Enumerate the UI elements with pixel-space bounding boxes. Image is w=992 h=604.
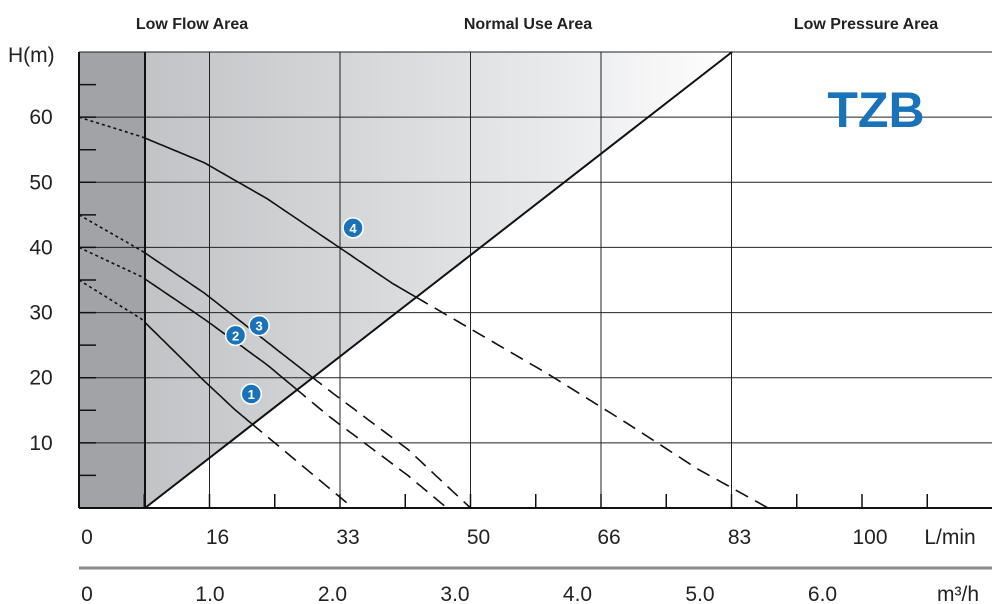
x-axis-primary: 0 16 33 50 66 83 100 L/min [81, 526, 976, 549]
curve-marker-label: 1 [248, 387, 255, 402]
gridlines [79, 51, 992, 508]
curve-1-low-pressure [250, 422, 354, 509]
x-primary-tick-label: 33 [336, 526, 359, 549]
curve-3 [144, 252, 312, 377]
x-primary-tick-label: 66 [597, 526, 620, 549]
curve-3-low-pressure [310, 375, 472, 509]
x-primary-tick-label: 83 [728, 526, 751, 549]
y-tick-label: 50 [29, 171, 52, 194]
y-tick-label: 20 [29, 367, 52, 390]
x-primary-tick-label: 100 [852, 526, 887, 549]
performance-curves [78, 116, 769, 509]
x-primary-tick-label: 16 [206, 526, 229, 549]
x-primary-tick-label: 0 [81, 526, 93, 549]
y-tick-label: 10 [29, 432, 52, 455]
curve-marker-label: 3 [255, 319, 262, 334]
curve-1-extrapolated [78, 279, 146, 323]
curve-marker-label: 4 [349, 221, 357, 236]
curve-3-extrapolated [78, 214, 146, 254]
y-tick-label: 60 [29, 106, 52, 129]
curve-marker-label: 2 [232, 328, 239, 343]
x-secondary-tick-label: 1.0 [195, 583, 224, 604]
x-secondary-tick-label: 6.0 [808, 583, 837, 604]
curve-2 [144, 278, 296, 389]
region-label-low-pressure: Low Pressure Area [794, 16, 938, 33]
x-secondary-unit-label: m³/h [937, 583, 979, 604]
curve-1 [144, 321, 252, 424]
low-pressure-boundary [144, 51, 733, 509]
x-primary-tick-label: 50 [467, 526, 490, 549]
x-axis-secondary: 0 1.0 2.0 3.0 4.0 5.0 6.0 m³/h [81, 583, 979, 604]
curve-marker-4 [342, 217, 364, 239]
curve-markers: 1 2 3 4 [224, 217, 364, 405]
x-secondary-tick-label: 3.0 [440, 583, 469, 604]
y-tick-label: 30 [29, 302, 52, 325]
x-secondary-tick-label: 4.0 [563, 583, 592, 604]
x-axis-ticks [143, 494, 928, 508]
region-label-low-flow: Low Flow Area [136, 16, 248, 33]
curve-marker-3 [248, 314, 270, 337]
curve-2-extrapolated [78, 246, 146, 280]
x-secondary-tick-label: 0 [81, 583, 93, 604]
y-axis-label: H(m) [8, 44, 55, 67]
curve-4-low-pressure [415, 296, 769, 509]
x-secondary-tick-label: 2.0 [318, 583, 347, 604]
curve-marker-1 [240, 383, 263, 405]
brand-label: TZB [827, 82, 924, 138]
y-axis-ticks: 10 20 30 40 50 60 [29, 83, 96, 477]
x-primary-unit-label: L/min [924, 526, 975, 549]
region-label-normal-use: Normal Use Area [464, 16, 592, 33]
curve-marker-2 [224, 324, 247, 347]
curve-2-low-pressure [294, 387, 448, 509]
x-secondary-tick-label: 5.0 [685, 583, 714, 604]
y-tick-label: 40 [29, 236, 52, 259]
curve-4 [144, 137, 417, 298]
